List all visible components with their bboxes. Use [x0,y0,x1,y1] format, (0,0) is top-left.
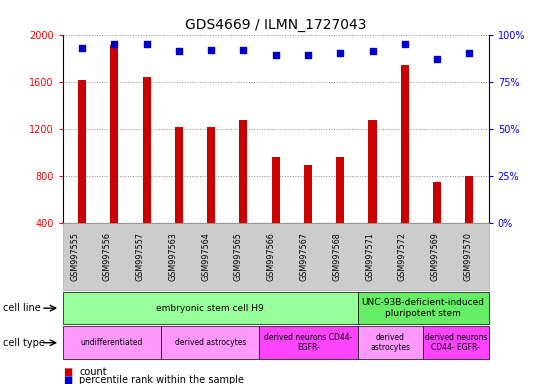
Point [368,48,377,55]
Bar [175,127,183,223]
Text: derived
astrocytes: derived astrocytes [370,333,411,353]
Point [304,52,312,58]
Bar [369,121,377,223]
Text: GSM997556: GSM997556 [103,232,112,281]
Text: count: count [79,367,107,377]
Text: GSM997570: GSM997570 [464,232,472,281]
Text: GSM997557: GSM997557 [136,232,145,281]
Text: GSM997555: GSM997555 [70,232,79,281]
Text: derived astrocytes: derived astrocytes [175,338,246,347]
Text: ■: ■ [63,367,72,377]
Text: derived neurons
CD44- EGFR-: derived neurons CD44- EGFR- [425,333,487,353]
Text: derived neurons CD44-
EGFR-: derived neurons CD44- EGFR- [264,333,353,353]
Bar [78,80,86,223]
Point [432,56,441,62]
Text: GSM997565: GSM997565 [234,232,243,281]
Text: GSM997571: GSM997571 [365,232,374,281]
Bar [401,65,409,223]
Point [175,48,183,55]
Text: GSM997569: GSM997569 [431,232,440,281]
Bar [336,157,345,223]
Text: cell line: cell line [3,303,40,313]
Bar [143,77,151,223]
Point [110,41,119,47]
Bar [240,121,247,223]
Point [143,41,151,47]
Bar [110,45,118,223]
Title: GDS4669 / ILMN_1727043: GDS4669 / ILMN_1727043 [185,18,366,32]
Text: GSM997567: GSM997567 [300,232,308,281]
Bar [304,165,312,223]
Text: undifferentiated: undifferentiated [81,338,143,347]
Text: GSM997564: GSM997564 [201,232,210,281]
Point [465,50,474,56]
Text: GSM997568: GSM997568 [333,232,341,281]
Text: GSM997566: GSM997566 [267,232,276,281]
Point [336,50,345,56]
Text: percentile rank within the sample: percentile rank within the sample [79,375,244,384]
Bar [433,182,441,223]
Text: UNC-93B-deficient-induced
pluripotent stem: UNC-93B-deficient-induced pluripotent st… [361,298,485,318]
Point [239,46,248,53]
Text: ■: ■ [63,375,72,384]
Text: GSM997563: GSM997563 [169,232,177,281]
Bar [207,127,215,223]
Text: cell type: cell type [3,338,45,348]
Bar [272,157,280,223]
Bar [465,176,473,223]
Point [400,41,409,47]
Text: embryonic stem cell H9: embryonic stem cell H9 [156,304,264,313]
Text: GSM997572: GSM997572 [398,232,407,281]
Point [207,46,216,53]
Point [271,52,280,58]
Point [78,45,86,51]
